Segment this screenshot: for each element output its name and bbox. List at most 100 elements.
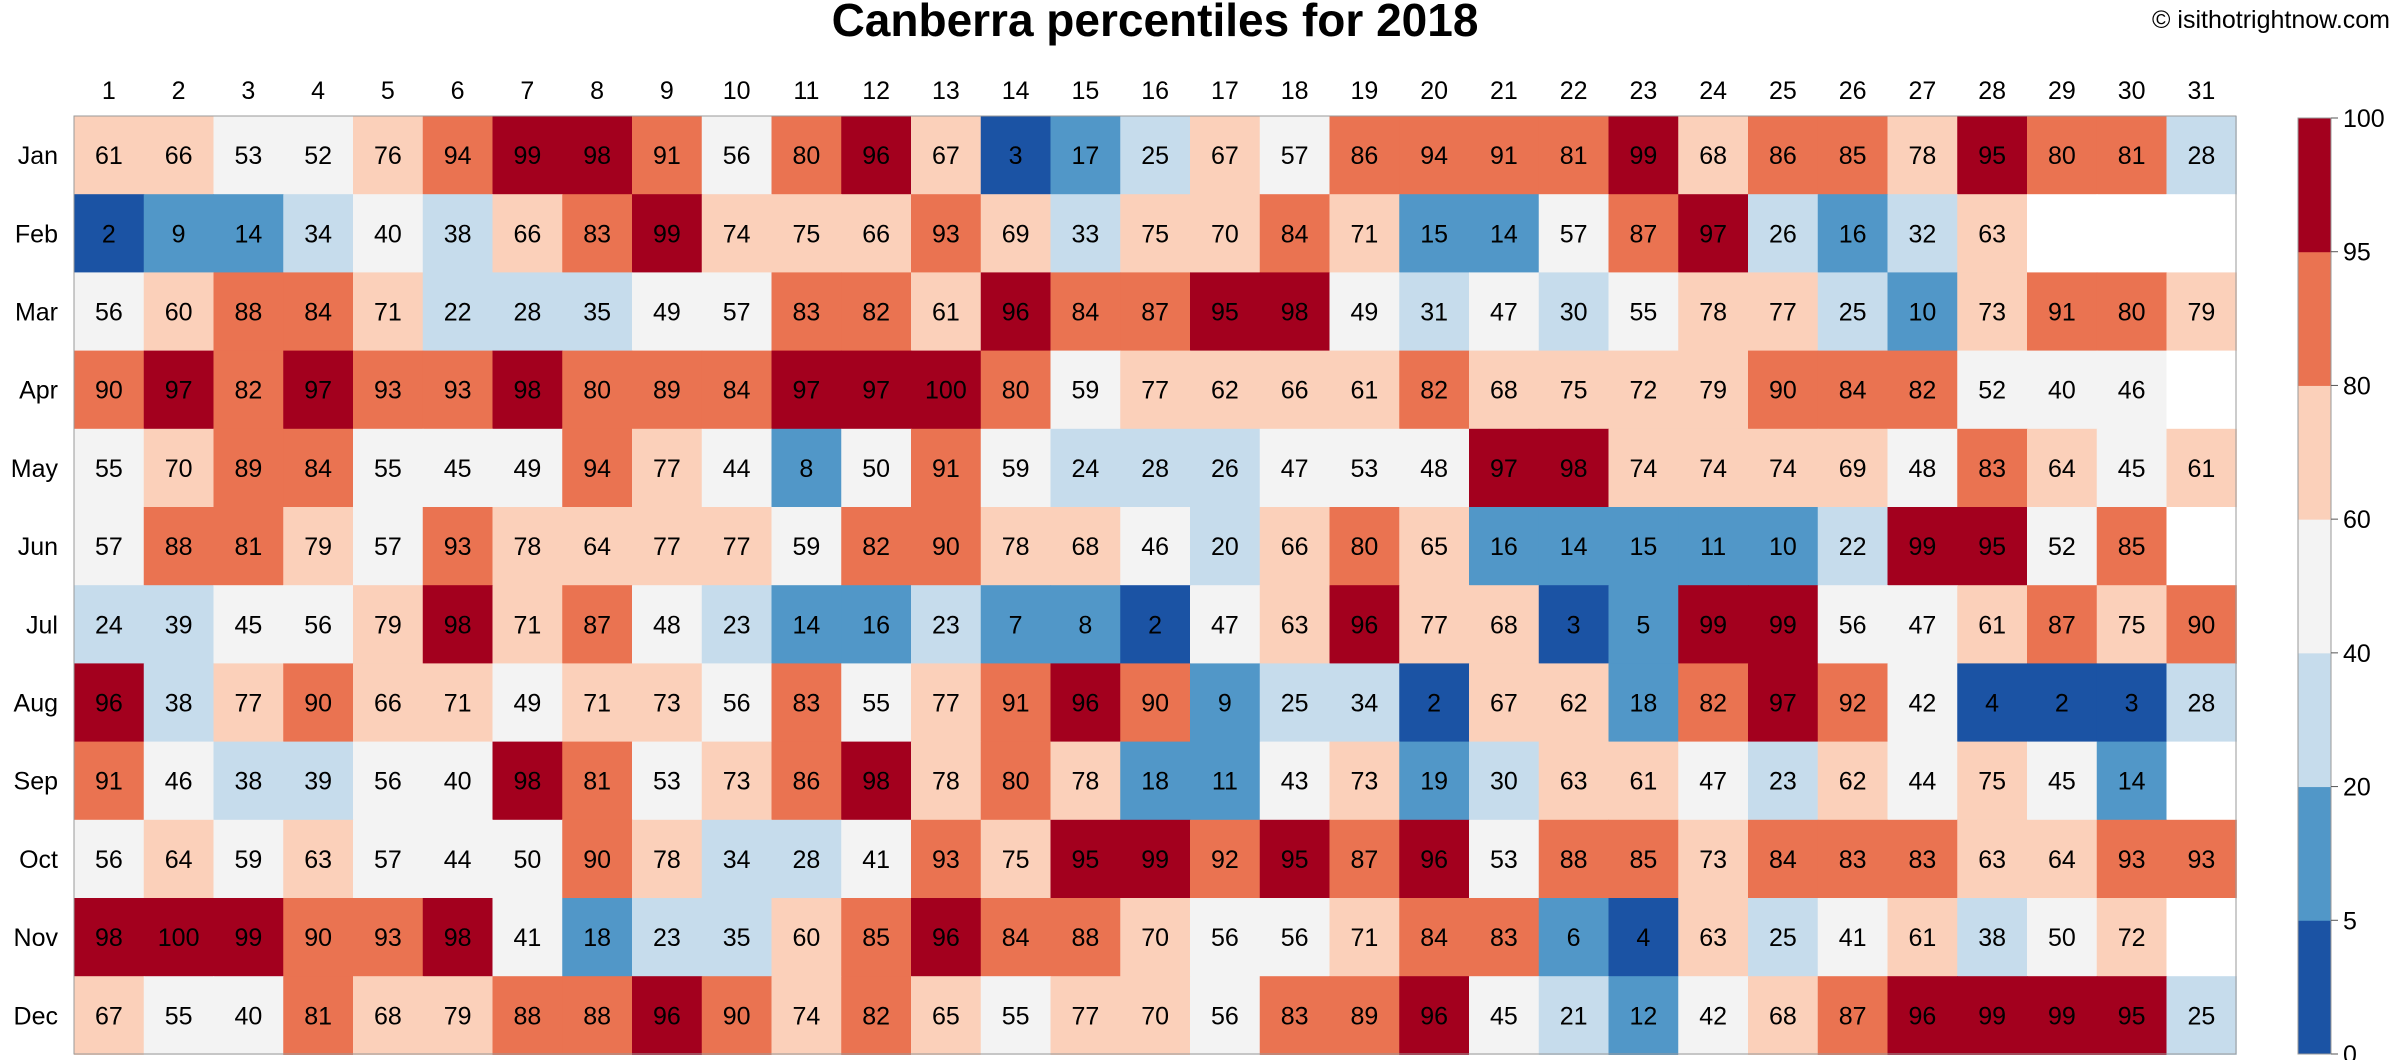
heatmap-cell: [1608, 663, 1679, 743]
heatmap-cell: [1329, 585, 1400, 664]
cell-value-label: 74: [1699, 455, 1727, 483]
heatmap-cell: [980, 350, 1052, 430]
heatmap-cell: [1608, 898, 1679, 977]
cell-value-label: 78: [1908, 142, 1936, 170]
cell-value-label: 80: [1350, 533, 1378, 561]
heatmap-cell: [841, 976, 912, 1055]
heatmap-cell: [562, 116, 633, 195]
heatmap-cell: [1259, 741, 1331, 821]
heatmap-cell: [1678, 350, 1749, 430]
heatmap-cell: [213, 663, 284, 743]
heatmap-cell: [143, 585, 215, 664]
heatmap-cell: [1050, 898, 1121, 977]
cell-value-label: 66: [1281, 377, 1309, 405]
heatmap-cell: [911, 507, 982, 586]
heatmap-cell: [353, 272, 424, 352]
heatmap-cell: [1329, 194, 1400, 273]
cell-value-label: 56: [723, 690, 751, 718]
cell-value-label: 56: [1211, 924, 1239, 952]
cell-value-label: 83: [1908, 846, 1936, 874]
cell-value-label: 3: [1567, 611, 1581, 639]
cell-value-label: 82: [862, 1002, 890, 1030]
cell-value-label: 45: [2118, 455, 2146, 483]
cell-value-label: 61: [1978, 611, 2006, 639]
heatmap-cell: [1608, 976, 1679, 1055]
cell-value-label: 96: [1908, 1002, 1936, 1030]
heatmap-cell: [1399, 898, 1470, 977]
cell-value-label: 55: [165, 1002, 193, 1030]
heatmap-cell: [632, 350, 703, 430]
cell-value-label: 11: [1700, 533, 1726, 561]
heatmap-cell: [701, 272, 773, 352]
column-label-10: 10: [723, 77, 751, 105]
cell-value-label: 60: [792, 924, 820, 952]
cell-value-label: 83: [792, 690, 820, 718]
heatmap-cell: [701, 350, 773, 430]
heatmap-cell: [74, 976, 145, 1055]
cell-value-label: 75: [1978, 768, 2006, 796]
heatmap-cell: [1190, 663, 1261, 743]
heatmap-cell: [771, 116, 842, 195]
heatmap-cell: [2027, 819, 2098, 899]
cell-value-label: 17: [1071, 142, 1099, 170]
cell-value-label: 81: [1560, 142, 1588, 170]
heatmap-cell: [492, 898, 563, 977]
heatmap-cell: [980, 272, 1052, 352]
heatmap-cell: [1050, 194, 1121, 273]
cell-value-label: 71: [1350, 924, 1378, 952]
heatmap-cell: [1817, 741, 1889, 821]
heatmap-cell: [1399, 741, 1470, 821]
cell-value-label: 90: [1141, 690, 1169, 718]
heatmap-cell: [1050, 741, 1121, 821]
cell-value-label: 18: [1141, 768, 1169, 796]
cell-value-label: 73: [1350, 768, 1378, 796]
heatmap-cell: [1957, 350, 2028, 430]
heatmap-cell: [1050, 428, 1121, 508]
colorbar-band: [2298, 519, 2331, 654]
row-label-dec: Dec: [14, 1002, 58, 1030]
heatmap-cell: [2166, 507, 2237, 586]
cell-value-label: 62: [1839, 768, 1867, 796]
cell-value-label: 70: [165, 455, 193, 483]
heatmap-cell: [1399, 585, 1470, 664]
heatmap-cell: [492, 585, 563, 664]
heatmap-cell: [1678, 194, 1749, 273]
heatmap-cell: [1748, 194, 1819, 273]
cell-value-label: 97: [792, 377, 820, 405]
cell-value-label: 87: [1839, 1002, 1867, 1030]
cell-value-label: 25: [1839, 299, 1867, 327]
heatmap-cell: [980, 976, 1052, 1055]
cell-value-label: 81: [234, 533, 262, 561]
heatmap-cell: [1817, 116, 1889, 195]
heatmap-cell: [2096, 350, 2168, 430]
cell-value-label: 35: [723, 924, 751, 952]
heatmap-cell: [1190, 585, 1261, 664]
cell-value-label: 96: [1420, 846, 1448, 874]
heatmap-cell: [1678, 272, 1749, 352]
heatmap-cell: [353, 898, 424, 977]
heatmap-cell: [2166, 741, 2237, 821]
cell-value-label: 14: [1490, 220, 1518, 248]
heatmap-cell: [492, 272, 563, 352]
heatmap-cell: [562, 898, 633, 977]
heatmap-cell: [1120, 194, 1191, 273]
heatmap-cell: [632, 116, 703, 195]
cell-value-label: 99: [653, 220, 681, 248]
heatmap-cell: [1748, 976, 1819, 1055]
cell-value-label: 81: [304, 1002, 332, 1030]
heatmap-cell: [701, 976, 773, 1055]
heatmap-cell: [1120, 663, 1191, 743]
colorbar-tick-label: 80: [2343, 372, 2371, 400]
cell-value-label: 23: [653, 924, 681, 952]
cell-value-label: 84: [304, 299, 332, 327]
heatmap-cell: [2096, 272, 2168, 352]
heatmap-cell: [1120, 741, 1191, 821]
heatmap-cell: [771, 194, 842, 273]
heatmap-cell: [2027, 350, 2098, 430]
cell-value-label: 4: [1985, 690, 1999, 718]
heatmap-cell: [1469, 898, 1540, 977]
cell-value-label: 95: [1211, 299, 1239, 327]
heatmap-cell: [771, 898, 842, 977]
heatmap-cell: [1469, 428, 1540, 508]
cell-value-label: 91: [1002, 690, 1030, 718]
